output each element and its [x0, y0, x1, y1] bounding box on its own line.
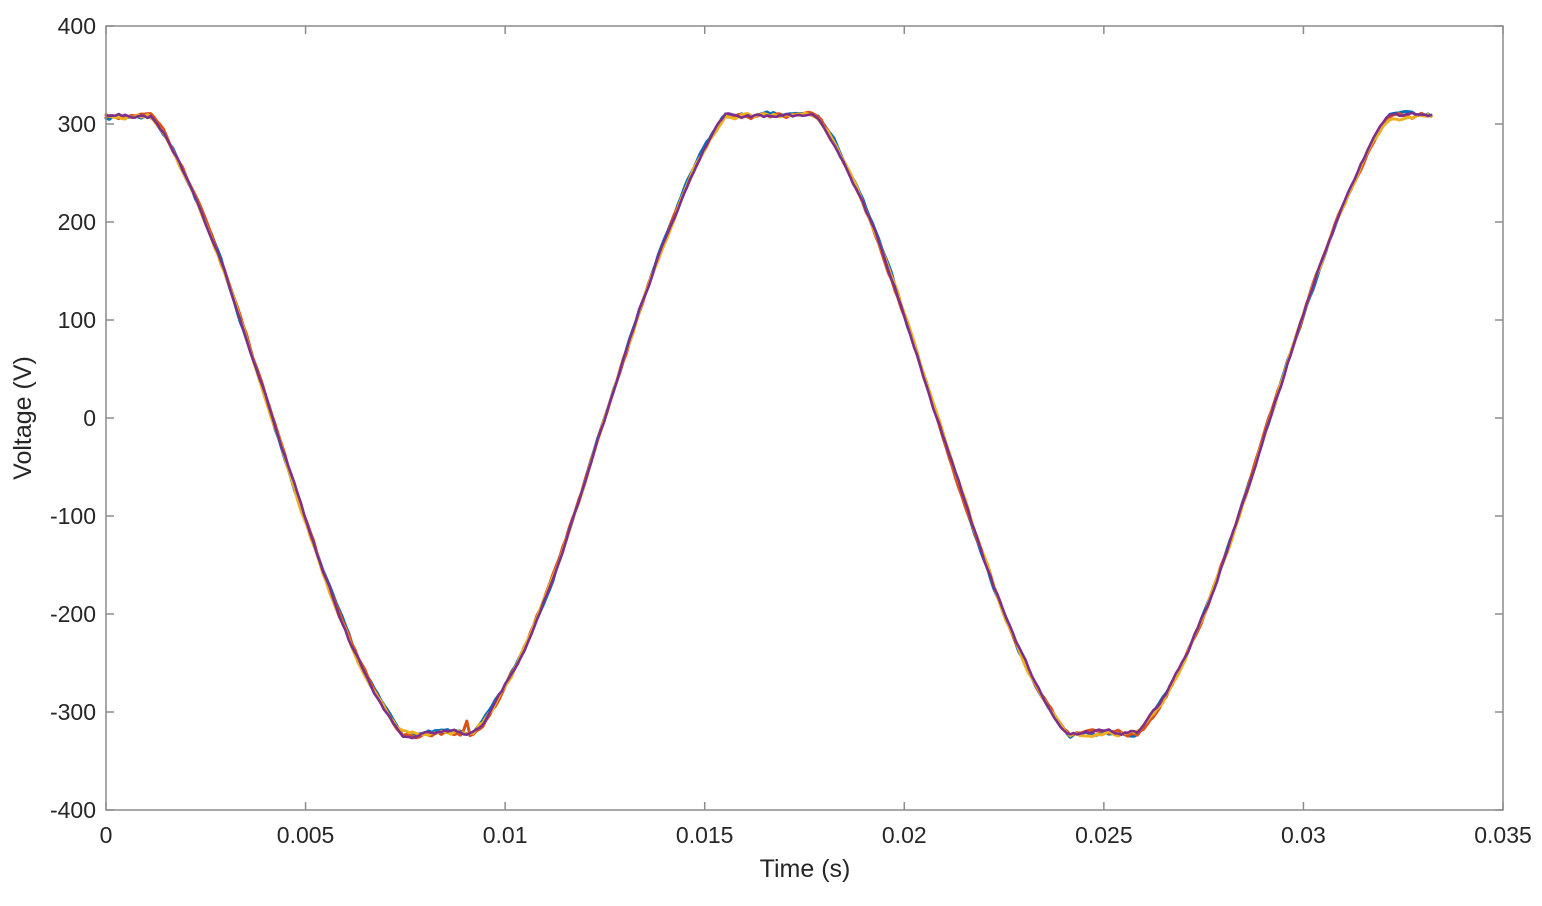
- axes-layer: [105, 25, 1504, 811]
- x-tick-label: 0.015: [676, 822, 734, 848]
- series-layer: [104, 109, 1433, 740]
- x-tick-label: 0.01: [483, 822, 528, 848]
- y-axis-label: Voltage (V): [9, 356, 37, 480]
- y-tick-label: 0: [83, 405, 96, 431]
- waveform-line-1: [104, 109, 1433, 739]
- y-tick-label: -400: [50, 797, 96, 823]
- x-tick-label: 0.005: [277, 822, 335, 848]
- y-tick-label: -300: [50, 699, 96, 725]
- waveform-line-4: [104, 111, 1433, 740]
- x-tick-label: 0.025: [1075, 822, 1133, 848]
- x-tick-label: 0.02: [882, 822, 927, 848]
- waveform-line-3: [104, 111, 1433, 738]
- axes-box: [105, 25, 1504, 811]
- x-tick-label: 0.03: [1281, 822, 1326, 848]
- y-tick-label: -100: [50, 503, 96, 529]
- x-axis-label: Time (s): [760, 855, 851, 883]
- y-tick-label: 100: [58, 307, 96, 333]
- waveform-line-2: [104, 110, 1433, 740]
- y-tick-label: 400: [58, 13, 96, 39]
- x-tick-label: 0: [100, 822, 113, 848]
- x-tick-label: 0.035: [1474, 822, 1532, 848]
- y-tick-label: 200: [58, 209, 96, 235]
- tick-label-layer: 0 0.005 0.01 0.015 0.02 0.025 0.03 0.035 -400 -30…: [50, 13, 1532, 848]
- y-tick-label: -200: [50, 601, 96, 627]
- y-tick-label: 300: [58, 111, 96, 137]
